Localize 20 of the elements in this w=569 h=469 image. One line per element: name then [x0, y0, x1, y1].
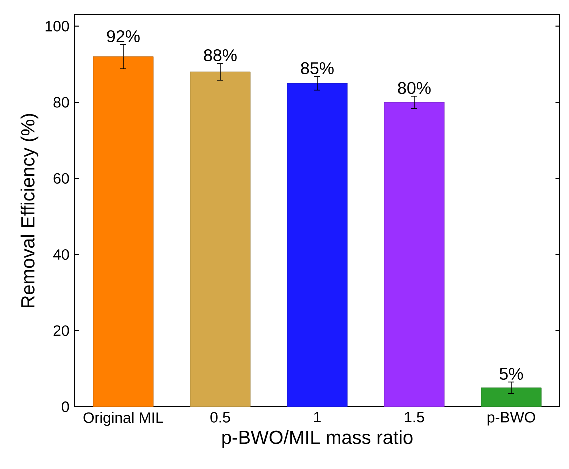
y-tick-label: 80 [54, 97, 70, 108]
x-tick-label: Original MIL [84, 412, 164, 426]
data-label: 85% [301, 62, 334, 74]
data-label: 80% [398, 82, 431, 94]
data-label: 92% [107, 30, 140, 42]
x-axis-title: p-BWO/MIL mass ratio [222, 430, 413, 448]
y-tick-label: 0 [62, 402, 70, 412]
data-label: 5% [500, 368, 524, 380]
bar [190, 72, 251, 407]
x-tick-label: 1.5 [405, 412, 424, 423]
y-tick-label: 20 [54, 326, 70, 336]
y-axis-title: Removal Efficiency (%) [20, 114, 39, 308]
x-tick-label: 0.5 [210, 412, 230, 423]
x-tick-label: 1 [314, 412, 321, 423]
data-label: 88% [204, 49, 237, 62]
y-tick-label: 100 [46, 21, 70, 32]
y-tick-label: 60 [54, 173, 70, 184]
x-tick-label: p-BWO [488, 412, 536, 426]
bar [481, 388, 542, 407]
y-tick-label: 40 [53, 249, 70, 260]
